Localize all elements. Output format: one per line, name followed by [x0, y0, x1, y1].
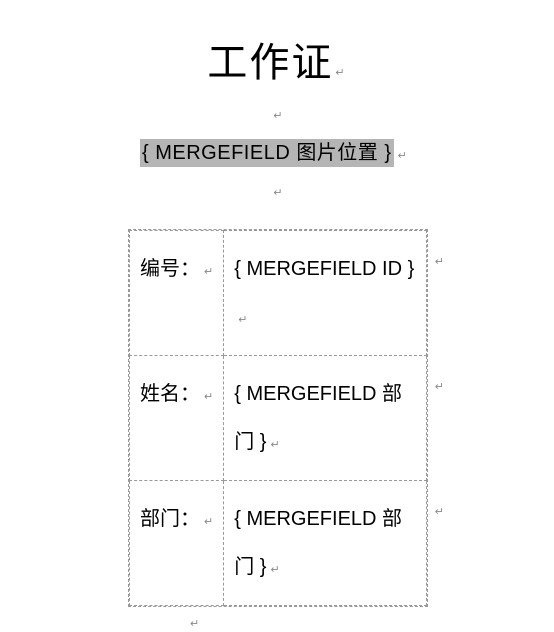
title-text: 工作证	[207, 41, 333, 85]
paragraph-mark-icon: ↵	[204, 516, 213, 528]
row-value: { MERGEFIELD 部门 }↵ ↵	[224, 481, 427, 606]
row-label: 部门： ↵	[130, 481, 224, 606]
mergefield-image-placeholder: { MERGEFIELD 图片位置 }	[140, 139, 394, 167]
cell-end-mark-icon: ↵	[435, 374, 444, 400]
table-row: 编号： ↵ { MERGEFIELD ID } ↵ ↵	[130, 231, 427, 356]
cell-end-mark-icon: ↵	[435, 249, 444, 275]
mergefield-value: { MERGEFIELD 部门 }	[234, 383, 402, 453]
paragraph-mark-icon: ↵	[273, 109, 282, 122]
mergefield-value: { MERGEFIELD ID }	[234, 258, 414, 280]
paragraph-mark-icon: ↵	[204, 391, 213, 403]
row-value: { MERGEFIELD 部门 }↵ ↵	[224, 356, 427, 481]
label-text: 姓名：	[140, 383, 200, 405]
trailing-paragraph-mark: ↵	[190, 617, 554, 630]
cell-end-mark-icon: ↵	[435, 499, 444, 525]
table-row: 姓名： ↵ { MERGEFIELD 部门 }↵ ↵	[130, 356, 427, 481]
paragraph-mark-icon: ↵	[335, 66, 346, 79]
blank-paragraph: ↵	[0, 106, 554, 124]
document-container: 工作证↵ ↵ { MERGEFIELD 图片位置 }↵ ↵ 编号：↵ { MER…	[0, 0, 554, 630]
info-table: 编号： ↵ { MERGEFIELD ID } ↵ ↵ 姓名： ↵ { MERGEFI…	[129, 230, 427, 606]
table-row: 部门： ↵ { MERGEFIELD 部门 }↵ ↵	[130, 481, 427, 606]
paragraph-mark-icon: ↵	[270, 564, 279, 576]
mergefield-value: { MERGEFIELD 部门 }	[234, 508, 402, 578]
paragraph-mark-icon: ↵	[398, 150, 407, 162]
document-title: 工作证↵	[0, 30, 554, 88]
label-text: 部门：	[140, 508, 200, 530]
paragraph-mark-icon: ↵	[190, 618, 199, 630]
paragraph-mark-icon: ↵	[238, 314, 247, 326]
row-label: 编号： ↵	[130, 231, 224, 356]
row-value: { MERGEFIELD ID }↵ ↵	[224, 231, 427, 356]
row-label: 姓名： ↵	[130, 356, 224, 481]
paragraph-mark-icon: ↵	[270, 439, 279, 451]
mergefield-image-row: { MERGEFIELD 图片位置 } ↵	[140, 136, 440, 165]
label-text: 编号：	[140, 258, 200, 280]
info-table-wrap: 编号： ↵ { MERGEFIELD ID } ↵ ↵ 姓名： ↵ { MERGEFI…	[128, 229, 428, 607]
paragraph-mark-icon: ↵	[204, 266, 213, 278]
paragraph-mark-icon: ↵	[273, 186, 282, 199]
blank-paragraph: ↵	[0, 183, 554, 201]
